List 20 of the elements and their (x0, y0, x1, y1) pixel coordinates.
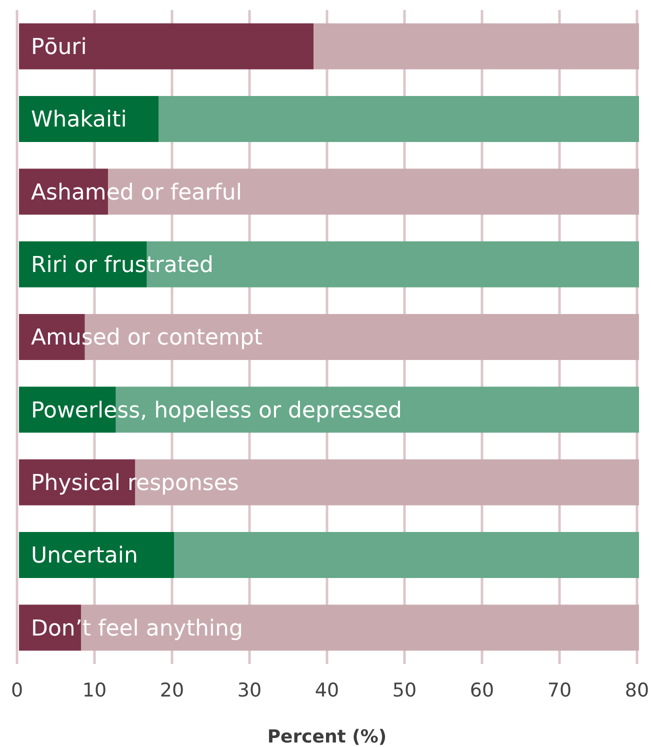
y-tick-label: Whakaiti (31, 108, 127, 133)
bar (19, 23, 314, 70)
bar (19, 532, 174, 578)
x-axis-title: Percent (%) (267, 726, 387, 747)
x-tick-label: 80 (624, 680, 650, 702)
y-tick-label: Powerless, hopeless or depressed (31, 398, 402, 424)
x-tick-label: 70 (547, 680, 572, 702)
x-tick-label: 60 (470, 680, 494, 702)
x-tick-label: 50 (392, 680, 417, 702)
bar (314, 23, 639, 70)
bar (174, 532, 639, 578)
bar (19, 96, 158, 142)
x-tick-label: 40 (314, 680, 340, 702)
x-tick-label: 30 (237, 680, 262, 702)
x-tick-label: 10 (82, 680, 107, 702)
x-tick-label: 0 (10, 680, 24, 702)
bar (158, 96, 639, 142)
x-tick-label: 20 (160, 680, 184, 702)
y-tick-label: Pōuri (31, 35, 87, 60)
y-tick-label: Uncertain (31, 544, 138, 569)
